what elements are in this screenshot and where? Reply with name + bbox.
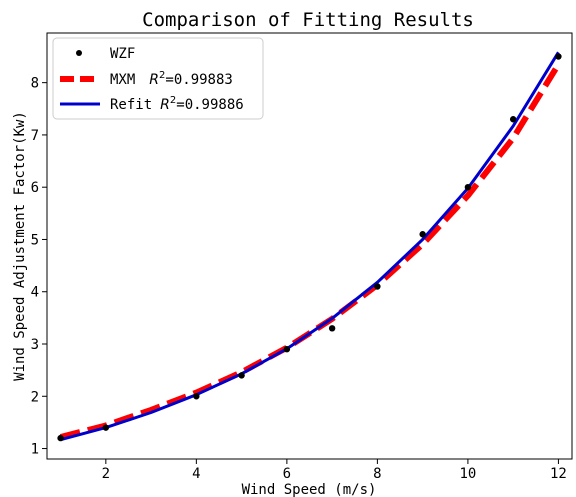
y-tick-label: 8 — [31, 76, 39, 92]
data-point-wzf — [509, 116, 517, 123]
x-tick-label: 4 — [192, 466, 200, 482]
r2-value-mxm: =0.99883 — [165, 72, 232, 88]
x-tick-label: 12 — [550, 466, 567, 482]
data-point-wzf — [464, 183, 472, 191]
y-tick-label: 5 — [31, 232, 39, 248]
data-point-wzf — [193, 393, 200, 400]
y-tick-label: 2 — [31, 389, 39, 405]
y-tick-label: 7 — [31, 128, 39, 144]
legend-marker-wzf — [76, 50, 82, 56]
r2-symbol-mxm: R — [149, 72, 159, 88]
plot-content — [57, 51, 562, 442]
legend-box — [52, 37, 264, 120]
legend-name-mxm: MXM — [110, 72, 135, 88]
plot-frame — [46, 32, 573, 460]
x-tick-label: 6 — [283, 466, 291, 482]
y-axis: 1 2 3 4 5 6 7 8 — [31, 76, 47, 458]
y-axis-label: Wind Speed Adjustment Factor(Kw) — [12, 111, 28, 381]
r2-exponent-mxm: 2 — [159, 70, 165, 81]
legend-label-refit: Refit R2=0.99886 — [110, 95, 244, 113]
x-tick-label: 2 — [102, 466, 110, 482]
data-point-wzf — [238, 372, 245, 379]
legend-label-wzf: WZF — [110, 46, 135, 62]
x-axis-label: Wind Speed (m/s) — [242, 482, 377, 497]
data-point-wzf — [57, 434, 64, 442]
data-point-wzf — [283, 346, 291, 353]
data-point-wzf — [419, 231, 426, 238]
series-line-mxm — [59, 62, 561, 440]
r2-exponent-refit: 2 — [170, 95, 176, 106]
x-tick-label: 8 — [373, 466, 381, 482]
legend-label-mxm: MXM R2=0.99883 — [110, 70, 233, 88]
y-tick-label: 3 — [31, 337, 39, 353]
data-point-wzf — [328, 325, 336, 332]
r2-symbol-refit: R — [160, 97, 170, 113]
y-tick-label: 1 — [31, 442, 39, 458]
r2-value-refit: =0.99886 — [176, 97, 243, 113]
legend: WZF MXM R2=0.99883 Refit R2=0.99886 — [52, 37, 264, 120]
y-tick-label: 4 — [31, 285, 39, 301]
data-point-wzf — [102, 424, 110, 431]
legend-name-refit: Refit — [110, 97, 152, 113]
x-axis: 2 4 6 8 10 12 — [102, 459, 567, 482]
y-tick-label: 6 — [31, 180, 39, 196]
data-point-wzf — [555, 53, 562, 60]
series-line-refit — [60, 51, 560, 442]
chart-title: Comparison of Fitting Results — [142, 9, 474, 31]
data-point-wzf — [374, 283, 381, 290]
x-tick-label: 10 — [459, 466, 476, 482]
